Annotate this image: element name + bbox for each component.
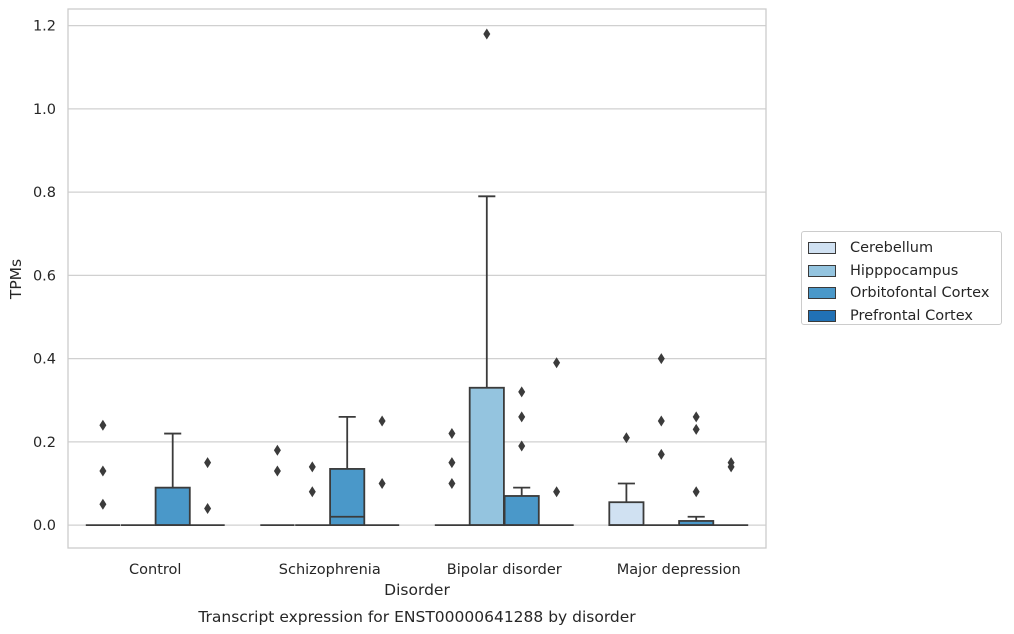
box-orbitofontal-cortex xyxy=(503,386,540,527)
chart-title: Transcript expression for ENST0000064128… xyxy=(197,608,636,626)
x-axis-label: Disorder xyxy=(384,581,450,599)
outlier-point xyxy=(378,415,386,427)
legend-label: Cerebellum xyxy=(850,240,934,257)
outlier-point xyxy=(692,486,700,498)
y-axis: 0.0 0.2 0.4 0.6 0.8 1.0 1.2 xyxy=(33,19,56,534)
legend-swatch xyxy=(808,242,836,255)
outlier-point xyxy=(448,428,456,440)
outlier-point xyxy=(273,465,281,477)
outlier-point xyxy=(308,486,316,498)
legend-label: Prefrontal Cortex xyxy=(850,308,973,325)
box-cerebellum xyxy=(260,444,295,527)
x-tick-label: Schizophrenia xyxy=(279,562,381,578)
outlier-point xyxy=(99,465,107,477)
box-hipppocampus xyxy=(295,461,330,527)
outlier-point xyxy=(692,423,700,435)
legend-item: Cerebellum xyxy=(802,237,1001,260)
box-body xyxy=(608,501,645,527)
legend-swatch xyxy=(808,310,836,323)
box-hipppocampus xyxy=(468,28,505,527)
box-prefrontal-cortex xyxy=(190,457,225,527)
outlier-point xyxy=(657,415,665,427)
outlier-point xyxy=(308,461,316,473)
y-tick-label: 0.0 xyxy=(33,518,56,534)
plot-area-frame xyxy=(67,8,767,549)
x-axis: Control Schizophrenia Bipolar disorder Majo… xyxy=(129,562,741,578)
box-prefrontal-cortex xyxy=(539,357,574,527)
y-tick-label: 0.6 xyxy=(33,268,56,284)
box-hipppocampus xyxy=(644,353,679,527)
outlier-point xyxy=(657,448,665,460)
box-orbitofontal-cortex xyxy=(678,411,715,527)
outlier-point xyxy=(99,419,107,431)
x-tick-label: Bipolar disorder xyxy=(447,562,562,578)
legend-label: Orbitofontal Cortex xyxy=(850,285,990,302)
gridlines xyxy=(68,25,766,526)
y-axis-label: TPMs xyxy=(7,259,25,300)
x-tick-label: Major depression xyxy=(617,562,741,578)
box-body xyxy=(468,386,505,527)
y-tick-label: 0.4 xyxy=(33,352,56,368)
box-orbitofontal-cortex xyxy=(154,432,191,527)
y-tick-label: 1.2 xyxy=(33,19,56,35)
y-tick-label: 0.2 xyxy=(33,435,56,451)
legend-label: Hipppocampus xyxy=(850,262,959,279)
outlier-point xyxy=(518,386,526,398)
outlier-point xyxy=(204,457,212,469)
x-tick-label: Control xyxy=(129,562,181,578)
box-plots xyxy=(85,28,749,527)
legend-item: Orbitofontal Cortex xyxy=(802,282,1001,305)
outlier-point xyxy=(518,411,526,423)
outlier-point xyxy=(657,353,665,365)
outlier-point xyxy=(448,477,456,489)
legend: Cerebellum Hipppocampus Orbitofontal Corte… xyxy=(801,231,1002,325)
box-cerebellum xyxy=(85,419,121,527)
box-body xyxy=(329,468,366,527)
box-prefrontal-cortex xyxy=(713,457,749,527)
box-prefrontal-cortex xyxy=(364,415,400,527)
box-cerebellum xyxy=(608,432,645,527)
box-body xyxy=(503,495,540,527)
outlier-point xyxy=(692,411,700,423)
box-body xyxy=(154,486,191,527)
box-cerebellum xyxy=(434,428,470,527)
outlier-point xyxy=(727,461,735,473)
legend-swatch xyxy=(808,264,836,277)
legend-item: Prefrontal Cortex xyxy=(802,305,1001,328)
outlier-point xyxy=(518,440,526,452)
outlier-point xyxy=(378,477,386,489)
outlier-point xyxy=(553,357,561,369)
outlier-point xyxy=(622,432,630,444)
outlier-point xyxy=(273,444,281,456)
outlier-point xyxy=(448,457,456,469)
box-orbitofontal-cortex xyxy=(329,415,366,527)
outlier-point xyxy=(553,486,561,498)
y-tick-label: 0.8 xyxy=(33,185,56,201)
y-tick-label: 1.0 xyxy=(33,102,56,118)
legend-item: Hipppocampus xyxy=(802,260,1001,283)
outlier-point xyxy=(204,502,212,514)
legend-swatch xyxy=(808,287,836,300)
outlier-point xyxy=(483,28,491,40)
outlier-point xyxy=(99,498,107,510)
